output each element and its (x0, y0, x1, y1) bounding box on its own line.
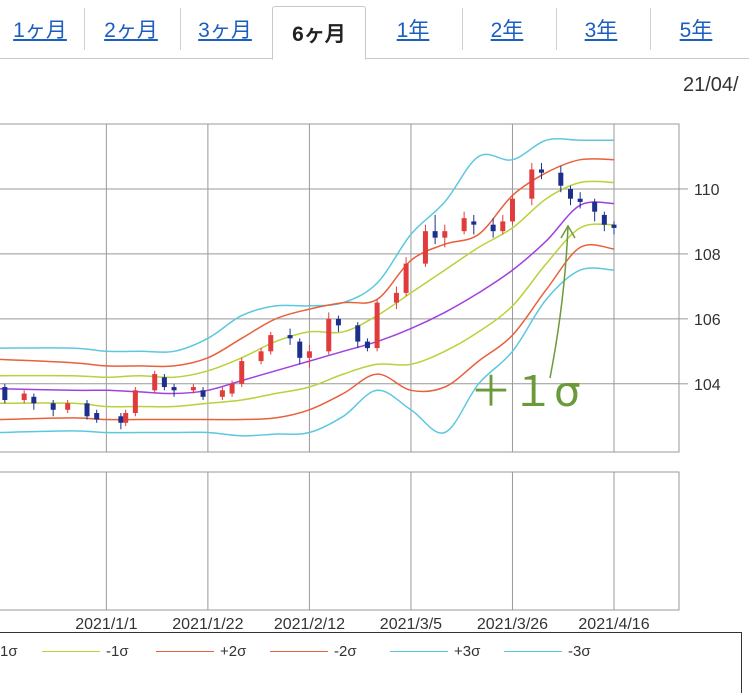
y-tick-label: 104 (694, 377, 721, 394)
legend-item-plus2sigma: +2σ (156, 643, 246, 660)
candle-up (374, 299, 380, 352)
legend-label-plus2sigma: +2σ (220, 643, 247, 660)
tab-6-months[interactable]: 6ヶ月 (272, 6, 366, 60)
band-plus1sigma (0, 180, 615, 379)
legend-item-plus1sigma: 1σ (0, 643, 18, 660)
band-plus3sigma (0, 138, 614, 354)
tab-1-month[interactable]: 1ヶ月 (13, 19, 67, 42)
candle-down (601, 211, 607, 232)
candle-down (567, 185, 573, 206)
candle-down (432, 214, 438, 245)
candle-down (611, 221, 617, 235)
candle-up (509, 195, 515, 225)
candle-up (239, 357, 245, 388)
candle-up (21, 390, 27, 404)
sub-plot-frame (0, 471, 680, 611)
y-tick-label: 110 (694, 182, 720, 199)
candle-down (84, 400, 90, 420)
candle-down (287, 328, 293, 345)
tab-3-months[interactable]: 3ヶ月 (180, 8, 269, 50)
legend-label-plus3sigma: +3σ (454, 643, 481, 660)
candle-up (500, 214, 506, 235)
candle-down (577, 192, 583, 209)
candle-up (123, 409, 129, 427)
candle-up (65, 400, 71, 414)
candle-up (190, 383, 196, 394)
x-tick-label: 2021/3/26 (477, 616, 548, 632)
candle-up (393, 286, 399, 310)
candle-down (118, 413, 124, 430)
legend-line-minus3sigma (504, 651, 562, 652)
candle-down (31, 393, 37, 410)
tab-3-years[interactable]: 3年 (556, 8, 645, 50)
legend-item-plus3sigma: +3σ (390, 643, 480, 660)
legend-line-plus2sigma (156, 651, 214, 652)
legend-label-minus2sigma: -2σ (334, 643, 357, 660)
x-tick-label: 2021/3/5 (380, 616, 442, 632)
candle-down (200, 387, 206, 401)
candle-up (422, 224, 428, 267)
candle-up (529, 162, 535, 206)
legend-line-minus1sigma (42, 651, 100, 652)
annotation-plus-1-sigma: ＋１σ (470, 367, 581, 416)
candle-up (326, 312, 332, 355)
x-tick-label: 2021/1/1 (75, 616, 137, 632)
tab-1-year[interactable]: 1年 (396, 19, 430, 42)
legend-item-minus2sigma: -2σ (270, 643, 357, 660)
tab-2-months[interactable]: 2ヶ月 (84, 8, 177, 50)
legend-label-minus3sigma: -3σ (568, 643, 591, 660)
candle-up (461, 211, 467, 235)
band-plus2sigma (0, 158, 615, 368)
x-tick-label: 2021/1/22 (172, 616, 243, 632)
candle-down (2, 383, 8, 404)
main-plot-frame (0, 123, 680, 453)
candles-layer (2, 162, 617, 430)
tab-5-years[interactable]: 5年 (650, 8, 741, 50)
candle-down (50, 400, 56, 417)
legend-line-minus2sigma (270, 651, 328, 652)
candle-down (94, 409, 100, 423)
candle-down (471, 214, 477, 235)
candle-up (132, 387, 138, 417)
legend-item-minus1sigma: -1σ (42, 643, 129, 660)
annotation-arrow-head (560, 224, 576, 239)
candle-down (364, 338, 370, 352)
x-tick-labels: 2021/1/1 2021/1/22 2021/2/12 2021/3/5 2021/3… (75, 616, 649, 632)
candle-down (592, 198, 598, 222)
legend-line-plus3sigma (390, 651, 448, 652)
y-tick-label: 108 (694, 247, 721, 264)
chart-legend: 1σ -1σ +2σ -2σ +3σ -3σ (0, 632, 742, 693)
candle-down (171, 383, 177, 397)
candle-up (403, 257, 409, 297)
candle-up (219, 387, 225, 401)
candle-down (558, 166, 564, 193)
candle-up (306, 344, 312, 368)
x-tick-label: 2021/2/12 (274, 616, 345, 632)
period-tab-bar: 1ヶ月 2ヶ月 3ヶ月 6ヶ月 1年 2年 3年 5年 (0, 0, 749, 60)
legend-item-minus3sigma: -3σ (504, 643, 591, 660)
candle-down (161, 374, 167, 391)
band-minus2sigma (0, 244, 615, 421)
x-tick-label: 2021/4/16 (578, 616, 649, 632)
date-label: 21/04/ (683, 74, 739, 96)
candle-up (268, 331, 274, 355)
candle-down (538, 162, 544, 180)
legend-label-plus1sigma-partial: 1σ (0, 643, 18, 660)
legend-label-minus1sigma: -1σ (106, 643, 129, 660)
candle-down (335, 315, 341, 332)
band-minus3sigma (0, 267, 615, 437)
annotation-arrow (549, 225, 569, 379)
candle-up (442, 224, 448, 248)
candle-down (355, 322, 361, 349)
candle-up (152, 370, 158, 394)
candle-down (490, 218, 496, 238)
candle-down (297, 338, 303, 365)
candle-up (258, 348, 264, 365)
y-tick-label: 106 (694, 312, 721, 329)
tab-2-years[interactable]: 2年 (462, 8, 551, 50)
candle-up (229, 380, 235, 397)
y-tick-labels: 104 106 108 110 (680, 182, 721, 394)
